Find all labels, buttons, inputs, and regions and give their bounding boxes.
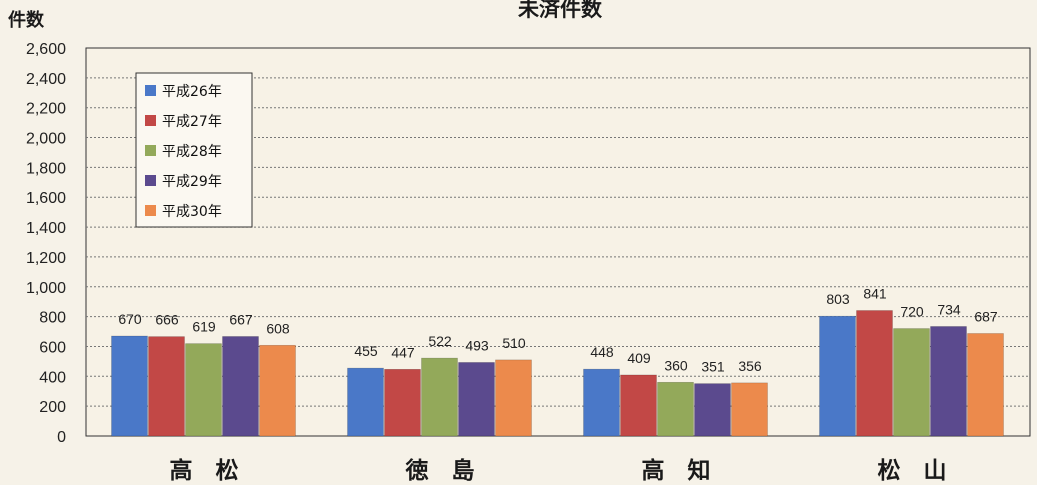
bar [111, 335, 148, 437]
x-category-label: 高 知 [642, 457, 711, 484]
x-axis-categories: 高 松徳 島高 知松 山 [170, 457, 947, 484]
bar [421, 357, 458, 437]
data-label: 522 [428, 333, 452, 349]
data-label: 493 [465, 337, 489, 353]
bar [458, 362, 495, 437]
data-label: 670 [118, 311, 142, 327]
data-label: 448 [590, 344, 614, 360]
bar [583, 368, 620, 437]
y-tick-label: 2,000 [26, 131, 66, 148]
data-label: 455 [354, 343, 378, 359]
data-label: 720 [900, 304, 924, 320]
bar [893, 328, 930, 437]
data-label: 803 [826, 291, 850, 307]
bar [259, 344, 296, 437]
legend-swatch [145, 175, 156, 186]
y-axis-label: 件数 [8, 9, 45, 31]
y-tick-label: 1,200 [26, 250, 66, 267]
legend-swatch [145, 115, 156, 126]
bar [185, 343, 222, 437]
bar [731, 382, 768, 437]
data-label: 619 [192, 319, 216, 335]
bar [148, 336, 185, 437]
data-label: 667 [229, 311, 253, 327]
chart-title: 未済件数 [518, 0, 603, 21]
y-tick-label: 2,400 [26, 71, 66, 88]
data-label: 360 [664, 357, 688, 373]
x-category-label: 松 山 [878, 458, 947, 484]
legend-swatch [145, 85, 156, 96]
y-tick-label: 1,400 [26, 220, 66, 237]
y-axis-ticks: 0 200 400 600 800 1,000 1,200 1,400 1,600 1,800 2,… [26, 41, 66, 446]
x-category-label: 高 松 [170, 457, 239, 484]
bar [694, 383, 731, 437]
data-label: 351 [701, 359, 725, 375]
data-label: 841 [863, 285, 887, 301]
y-tick-label: 200 [39, 399, 66, 416]
y-tick-label: 400 [39, 369, 66, 386]
data-label: 608 [266, 320, 290, 336]
bar [384, 368, 421, 437]
legend-label: 平成30年 [162, 204, 222, 220]
data-label: 687 [974, 308, 998, 324]
y-tick-label: 800 [39, 310, 66, 327]
legend-label: 平成29年 [162, 174, 222, 190]
y-tick-label: 1,800 [26, 160, 66, 177]
bars [111, 310, 1004, 437]
bar [967, 333, 1004, 437]
bar [347, 367, 384, 437]
legend-label: 平成27年 [162, 114, 222, 130]
data-labels: 670 666 619 667 608 455 447 522 493 510 448 409 360 3… [118, 285, 998, 374]
legend-swatch [145, 205, 156, 216]
data-label: 447 [391, 344, 415, 360]
bar [819, 315, 856, 437]
legend-swatch [145, 145, 156, 156]
legend-label: 平成28年 [162, 144, 222, 160]
bar [222, 336, 259, 437]
y-tick-label: 2,600 [26, 41, 66, 58]
y-tick-label: 0 [57, 429, 66, 446]
bar [930, 326, 967, 437]
y-tick-label: 1,600 [26, 190, 66, 207]
bar [657, 381, 694, 437]
bar [856, 310, 893, 437]
y-tick-label: 1,000 [26, 280, 66, 297]
y-tick-label: 600 [39, 339, 66, 356]
data-label: 510 [502, 335, 526, 351]
x-category-label: 徳 島 [405, 457, 475, 484]
bar [620, 374, 657, 437]
data-label: 734 [937, 301, 961, 317]
bar [495, 359, 532, 437]
data-label: 666 [155, 312, 179, 328]
data-label: 409 [627, 350, 651, 366]
y-tick-label: 2,200 [26, 101, 66, 118]
data-label: 356 [738, 358, 762, 374]
legend-label: 平成26年 [162, 84, 222, 100]
